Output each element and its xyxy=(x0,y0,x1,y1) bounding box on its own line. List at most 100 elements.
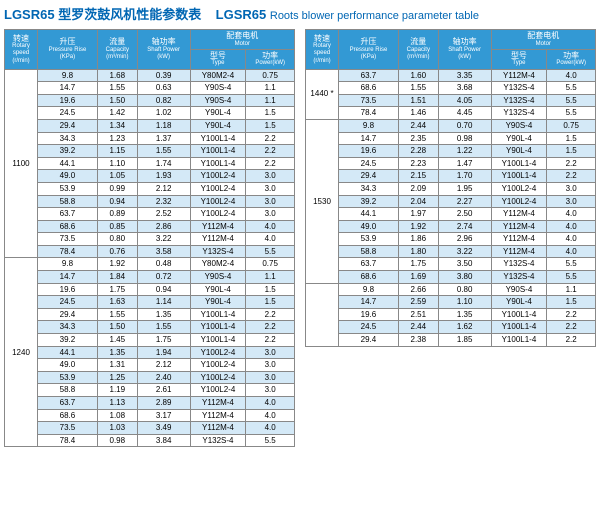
table-row: 49.01.312.12Y100L2-43.0 xyxy=(5,359,295,372)
data-cell: 3.0 xyxy=(246,346,295,359)
data-cell: 1.35 xyxy=(137,308,190,321)
data-cell: 1.95 xyxy=(438,182,491,195)
data-cell: 73.5 xyxy=(38,233,98,246)
data-cell: 0.89 xyxy=(97,208,137,221)
data-cell: 78.4 xyxy=(38,245,98,258)
data-cell: 1.10 xyxy=(97,157,137,170)
data-cell: 0.98 xyxy=(97,434,137,447)
data-cell: 2.12 xyxy=(137,182,190,195)
data-cell: 5.5 xyxy=(547,107,596,120)
data-cell: 2.40 xyxy=(137,371,190,384)
data-cell: 2.04 xyxy=(398,195,438,208)
data-cell: 53.9 xyxy=(339,233,399,246)
table-row: 63.70.892.52Y100L2-43.0 xyxy=(5,208,295,221)
data-cell: Y90L-4 xyxy=(190,119,246,132)
data-cell: 68.6 xyxy=(339,82,399,95)
table-row: 44.11.351.94Y100L2-43.0 xyxy=(5,346,295,359)
data-cell: Y90L-4 xyxy=(491,132,547,145)
data-cell: 1.75 xyxy=(137,334,190,347)
data-cell: Y100L1-4 xyxy=(190,145,246,158)
data-cell: 1.19 xyxy=(97,384,137,397)
data-cell: 2.2 xyxy=(246,334,295,347)
data-cell: 68.6 xyxy=(339,271,399,284)
data-cell: Y100L1-4 xyxy=(190,132,246,145)
data-cell: 1.55 xyxy=(97,308,137,321)
data-cell: 0.75 xyxy=(547,119,596,132)
data-cell: 2.96 xyxy=(438,233,491,246)
data-cell: 3.50 xyxy=(438,258,491,271)
data-cell: 2.51 xyxy=(398,308,438,321)
data-cell: 9.8 xyxy=(339,283,399,296)
data-cell: Y112M-4 xyxy=(190,220,246,233)
table-row: 34.31.501.55Y100L1-42.2 xyxy=(5,321,295,334)
data-cell: 3.0 xyxy=(246,170,295,183)
data-cell: 34.3 xyxy=(38,132,98,145)
data-cell: 2.27 xyxy=(438,195,491,208)
data-cell: 0.48 xyxy=(137,258,190,271)
data-cell: 3.17 xyxy=(137,409,190,422)
data-cell: 3.58 xyxy=(137,245,190,258)
data-cell: 1.80 xyxy=(398,245,438,258)
data-cell: Y100L1-4 xyxy=(190,308,246,321)
data-cell: 1.1 xyxy=(547,283,596,296)
data-cell: 0.75 xyxy=(246,69,295,82)
data-cell: 73.5 xyxy=(339,94,399,107)
data-cell: 4.0 xyxy=(547,69,596,82)
data-cell: Y100L1-4 xyxy=(491,321,547,334)
data-cell: 3.0 xyxy=(547,195,596,208)
data-cell: 1.75 xyxy=(97,283,137,296)
data-cell: 1.05 xyxy=(97,170,137,183)
th-power: 功率Power(kW) xyxy=(547,49,596,69)
data-cell: Y100L1-4 xyxy=(491,170,547,183)
table-row: 63.71.753.50Y132S-45.5 xyxy=(306,258,596,271)
data-cell: 1.45 xyxy=(97,334,137,347)
th-shaft: 轴功率Shaft Power(kW) xyxy=(438,30,491,70)
data-cell: Y112M-4 xyxy=(491,69,547,82)
data-cell: 1.5 xyxy=(246,119,295,132)
data-cell: 1.22 xyxy=(438,145,491,158)
speed-cell xyxy=(306,283,339,346)
data-cell: 2.52 xyxy=(137,208,190,221)
data-cell: 1.75 xyxy=(398,258,438,271)
data-cell: 1.5 xyxy=(547,296,596,309)
data-cell: 2.09 xyxy=(398,182,438,195)
data-cell: Y132S-4 xyxy=(190,434,246,447)
data-cell: 4.0 xyxy=(547,233,596,246)
data-cell: 29.4 xyxy=(339,334,399,347)
data-cell: 4.0 xyxy=(246,220,295,233)
data-cell: 2.59 xyxy=(398,296,438,309)
data-cell: Y112M-4 xyxy=(190,233,246,246)
data-cell: 58.8 xyxy=(38,384,98,397)
data-cell: 3.0 xyxy=(246,208,295,221)
table-row: 73.51.033.49Y112M-44.0 xyxy=(5,422,295,435)
data-cell: 1.51 xyxy=(398,94,438,107)
data-cell: 19.6 xyxy=(339,308,399,321)
data-cell: 63.7 xyxy=(38,397,98,410)
data-cell: 1.08 xyxy=(97,409,137,422)
data-cell: 1.62 xyxy=(438,321,491,334)
table-row: 29.42.151.70Y100L1-42.2 xyxy=(306,170,596,183)
data-cell: Y90L-4 xyxy=(491,296,547,309)
data-cell: 2.50 xyxy=(438,208,491,221)
data-cell: Y112M-4 xyxy=(190,422,246,435)
data-cell: 0.82 xyxy=(137,94,190,107)
data-cell: 2.2 xyxy=(547,170,596,183)
data-cell: 1.86 xyxy=(398,233,438,246)
data-cell: Y112M-4 xyxy=(491,245,547,258)
data-cell: 2.66 xyxy=(398,283,438,296)
data-cell: Y100L2-4 xyxy=(190,384,246,397)
data-cell: 44.1 xyxy=(38,157,98,170)
th-power: 功率Power(kW) xyxy=(246,49,295,69)
data-cell: 1.5 xyxy=(246,107,295,120)
data-cell: 3.84 xyxy=(137,434,190,447)
data-cell: 39.2 xyxy=(38,145,98,158)
data-cell: 2.2 xyxy=(246,157,295,170)
data-cell: 2.32 xyxy=(137,195,190,208)
data-cell: 14.7 xyxy=(38,271,98,284)
data-cell: 24.5 xyxy=(38,296,98,309)
data-cell: 2.12 xyxy=(137,359,190,372)
table-row: 12409.81.920.48Y80M2-40.75 xyxy=(5,258,295,271)
data-cell: Y100L2-4 xyxy=(190,346,246,359)
th-motor: 配套电机Motor xyxy=(491,30,595,50)
data-cell: 1.55 xyxy=(137,145,190,158)
